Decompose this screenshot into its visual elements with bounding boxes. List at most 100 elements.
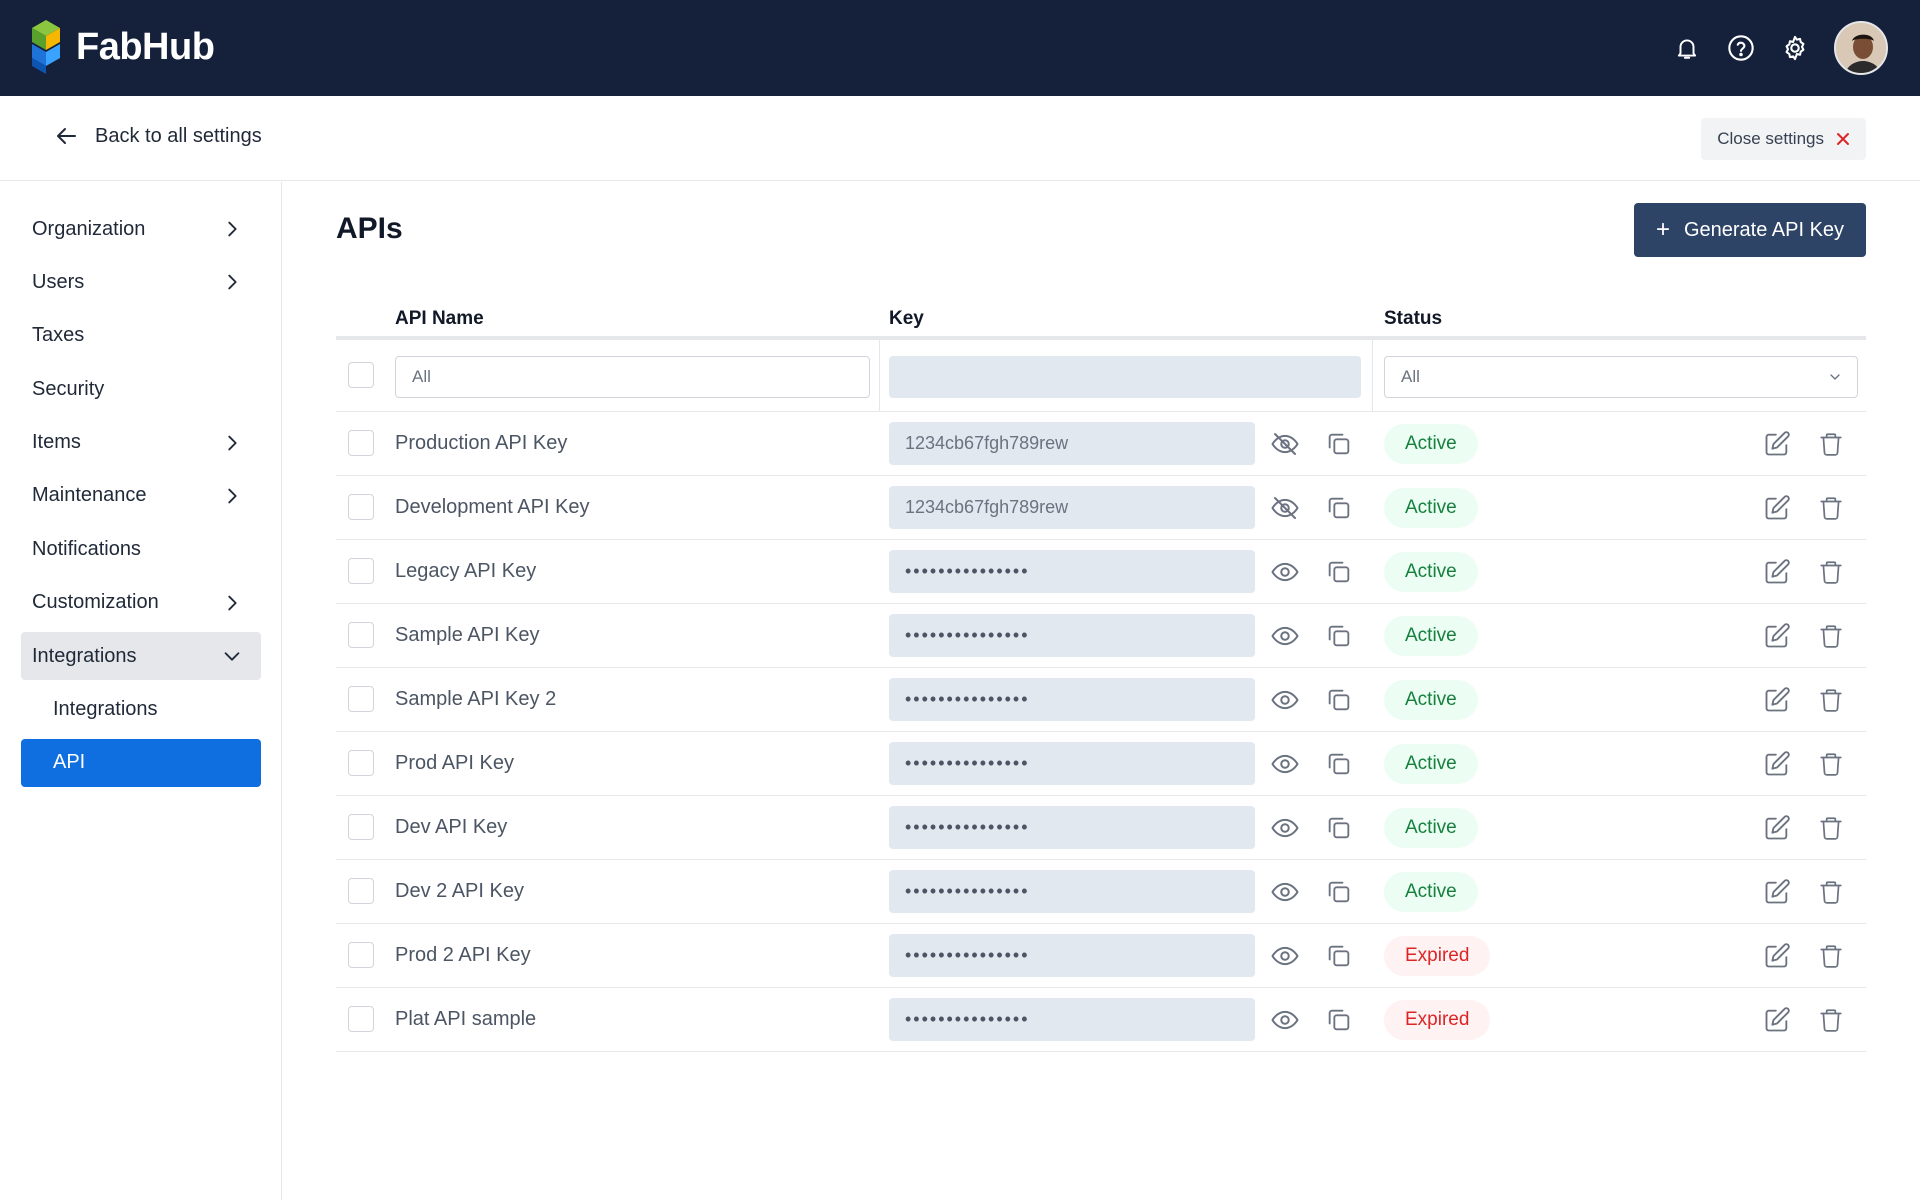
column-divider [879, 340, 880, 412]
trash-icon[interactable] [1814, 747, 1848, 781]
close-icon [1837, 133, 1849, 145]
api-key-field[interactable]: ••••••••••••••• [889, 614, 1255, 657]
copy-icon[interactable] [1322, 619, 1356, 653]
copy-icon[interactable] [1322, 555, 1356, 589]
row-checkbox[interactable] [348, 558, 374, 584]
sidebar-item-notifications[interactable]: Notifications [21, 525, 261, 573]
copy-icon[interactable] [1322, 875, 1356, 909]
api-key-field[interactable]: 1234cb67fgh789rew [889, 486, 1255, 529]
api-name-cell: Plat API sample [395, 1008, 537, 1030]
edit-icon[interactable] [1760, 555, 1794, 589]
edit-icon[interactable] [1760, 491, 1794, 525]
eye-icon[interactable] [1268, 555, 1302, 589]
generate-api-key-button[interactable]: + Generate API Key [1634, 203, 1866, 257]
api-key-field[interactable]: ••••••••••••••• [889, 678, 1255, 721]
sidebar-item-maintenance[interactable]: Maintenance [21, 472, 261, 520]
status-filter-select[interactable]: All [1384, 356, 1858, 398]
sidebar-item-users[interactable]: Users [21, 258, 261, 306]
api-key-field[interactable]: ••••••••••••••• [889, 806, 1255, 849]
trash-icon[interactable] [1814, 619, 1848, 653]
sidebar-item-items[interactable]: Items [21, 419, 261, 467]
chevron-down-icon [1830, 374, 1840, 380]
bell-icon[interactable] [1660, 20, 1714, 76]
row-checkbox[interactable] [348, 622, 374, 648]
row-checkbox[interactable] [348, 942, 374, 968]
eye-icon[interactable] [1268, 683, 1302, 717]
sidebar-subitem-integrations[interactable]: Integrations [21, 686, 261, 734]
sidebar-item-taxes[interactable]: Taxes [21, 312, 261, 360]
edit-icon[interactable] [1760, 811, 1794, 845]
edit-icon[interactable] [1760, 427, 1794, 461]
copy-icon[interactable] [1322, 747, 1356, 781]
api-key-value: ••••••••••••••• [905, 625, 1030, 645]
row-checkbox[interactable] [348, 686, 374, 712]
sidebar-subitem-api[interactable]: API [21, 738, 261, 787]
status-badge: Active [1384, 424, 1478, 464]
eye-off-icon[interactable] [1268, 491, 1302, 525]
trash-icon[interactable] [1814, 875, 1848, 909]
row-checkbox[interactable] [348, 750, 374, 776]
api-key-field[interactable]: 1234cb67fgh789rew [889, 422, 1255, 465]
eye-icon[interactable] [1268, 875, 1302, 909]
eye-icon[interactable] [1268, 619, 1302, 653]
api-key-field[interactable]: ••••••••••••••• [889, 998, 1255, 1041]
api-key-value: ••••••••••••••• [905, 689, 1030, 709]
edit-icon[interactable] [1760, 683, 1794, 717]
copy-icon[interactable] [1322, 683, 1356, 717]
api-key-field[interactable]: ••••••••••••••• [889, 934, 1255, 977]
api-key-field[interactable]: ••••••••••••••• [889, 550, 1255, 593]
plus-icon: + [1655, 216, 1670, 243]
eye-icon[interactable] [1268, 811, 1302, 845]
trash-icon[interactable] [1814, 491, 1848, 525]
trash-icon[interactable] [1814, 427, 1848, 461]
row-checkbox[interactable] [348, 494, 374, 520]
logo[interactable]: FabHub [30, 20, 215, 74]
table-row: Sample API Key ••••••••••••••• Active [336, 604, 1866, 668]
row-checkbox[interactable] [348, 878, 374, 904]
trash-icon[interactable] [1814, 555, 1848, 589]
copy-icon[interactable] [1322, 427, 1356, 461]
column-header-status[interactable]: Status [1384, 308, 1443, 329]
eye-off-icon[interactable] [1268, 427, 1302, 461]
close-settings-button[interactable]: Close settings [1701, 118, 1866, 160]
api-name-filter-input[interactable]: All [395, 356, 870, 398]
trash-icon[interactable] [1814, 939, 1848, 973]
avatar[interactable] [1834, 21, 1888, 75]
sidebar-item-customization[interactable]: Customization [21, 579, 261, 627]
api-key-field[interactable]: ••••••••••••••• [889, 742, 1255, 785]
edit-icon[interactable] [1760, 747, 1794, 781]
column-header-key[interactable]: Key [889, 308, 924, 329]
edit-icon[interactable] [1760, 619, 1794, 653]
eye-icon[interactable] [1268, 1003, 1302, 1037]
column-header-api-name[interactable]: API Name [395, 308, 484, 329]
key-filter-input[interactable] [889, 356, 1361, 398]
copy-icon[interactable] [1322, 1003, 1356, 1037]
sidebar-item-integrations-group[interactable]: Integrations [21, 632, 261, 681]
api-name-cell: Prod 2 API Key [395, 944, 531, 966]
trash-icon[interactable] [1814, 683, 1848, 717]
row-checkbox[interactable] [348, 1006, 374, 1032]
table-row: Dev 2 API Key ••••••••••••••• Active [336, 860, 1866, 924]
row-checkbox[interactable] [348, 430, 374, 456]
copy-icon[interactable] [1322, 491, 1356, 525]
help-icon[interactable] [1714, 20, 1768, 76]
back-to-settings-link[interactable]: Back to all settings [55, 124, 262, 148]
settings-subheader: Back to all settings Close settings [0, 96, 1920, 181]
trash-icon[interactable] [1814, 1003, 1848, 1037]
edit-icon[interactable] [1760, 1003, 1794, 1037]
gear-icon[interactable] [1768, 20, 1822, 76]
trash-icon[interactable] [1814, 811, 1848, 845]
edit-icon[interactable] [1760, 875, 1794, 909]
eye-icon[interactable] [1268, 939, 1302, 973]
copy-icon[interactable] [1322, 939, 1356, 973]
eye-icon[interactable] [1268, 747, 1302, 781]
sidebar-item-organization[interactable]: Organization [21, 205, 261, 253]
chevron-down-icon [224, 652, 240, 661]
sidebar-item-security[interactable]: Security [21, 365, 261, 413]
api-key-field[interactable]: ••••••••••••••• [889, 870, 1255, 913]
edit-icon[interactable] [1760, 939, 1794, 973]
copy-icon[interactable] [1322, 811, 1356, 845]
api-key-value: ••••••••••••••• [905, 945, 1030, 965]
row-checkbox[interactable] [348, 814, 374, 840]
select-all-checkbox[interactable] [348, 362, 374, 388]
